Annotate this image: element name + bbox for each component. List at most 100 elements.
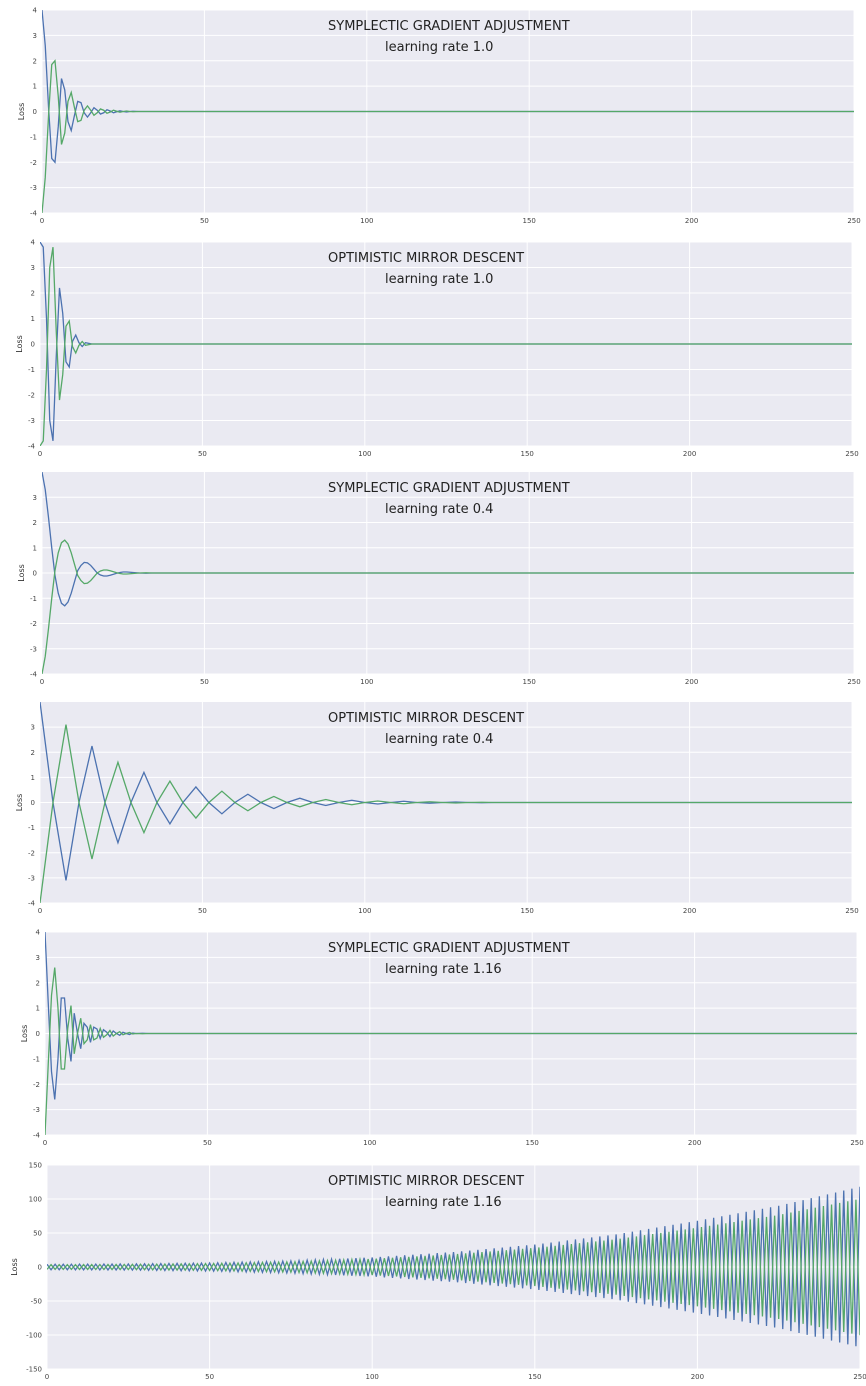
x-tick-label: 200	[683, 907, 696, 915]
x-tick-label: 200	[685, 678, 698, 686]
y-tick-label: 50	[33, 1230, 42, 1238]
y-axis-label: Loss	[10, 1258, 19, 1276]
x-tick-label: 250	[845, 450, 858, 458]
chart-panel-3: 0 50 100 150 200 250 -4 -3 -2 -1 0 1 2 3 Loss SYMPLECTI…	[17, 472, 861, 686]
y-tick-label: 0	[31, 341, 35, 349]
y-tick-label: 3	[31, 724, 35, 732]
chart-title: SYMPLECTIC GRADIENT ADJUSTMENT	[328, 941, 570, 956]
chart-subtitle: learning rate 0.4	[385, 732, 493, 747]
x-tick-label: 100	[366, 1373, 379, 1381]
x-tick-label: 250	[847, 217, 860, 225]
x-tick-label: 150	[521, 450, 534, 458]
y-tick-label: -2	[30, 159, 37, 167]
x-tick-label: 0	[40, 678, 44, 686]
series-line-green	[40, 246, 852, 446]
y-tick-label: 3	[31, 264, 35, 272]
y-tick-label: 0	[36, 1030, 40, 1038]
y-tick-label: 0	[38, 1264, 42, 1272]
chart-panel-4: 0 50 100 150 200 250 -4 -3 -2 -1 0 1 2 3 Loss OPTIMISTI…	[15, 702, 859, 915]
chart-subtitle: learning rate 1.16	[385, 1195, 502, 1210]
x-tick-label: 0	[40, 217, 44, 225]
x-tick-label: 100	[360, 217, 373, 225]
x-tick-label: 0	[38, 907, 42, 915]
x-tick-label: 150	[526, 1139, 539, 1147]
chart-subtitle: learning rate 1.16	[385, 962, 502, 977]
y-tick-label: 4	[33, 7, 38, 15]
chart-subtitle: learning rate 1.0	[385, 40, 493, 55]
y-tick-label: -100	[26, 1332, 42, 1340]
y-axis-label: Loss	[17, 103, 26, 121]
chart-panel-6: 0 50 100 150 200 250 -150 -100 -50 0 50 100 150 Loss O…	[10, 1162, 866, 1382]
y-tick-label: -3	[28, 874, 35, 882]
y-tick-label: -2	[28, 392, 35, 400]
y-tick-label: 2	[31, 290, 35, 298]
y-tick-label: 1	[36, 1005, 40, 1013]
series-line-green	[40, 724, 852, 903]
x-tick-label: 50	[198, 450, 207, 458]
x-tick-label: 150	[521, 907, 534, 915]
chart-subtitle: learning rate 0.4	[385, 502, 493, 517]
x-tick-label: 250	[845, 907, 858, 915]
chart-panel-5: 0 50 100 150 200 250 -4 -3 -2 -1 0 1 2 3 4 Loss SYMPLECT…	[20, 929, 864, 1148]
y-tick-label: -4	[28, 900, 36, 908]
x-tick-label: 250	[847, 678, 860, 686]
x-tick-label: 200	[688, 1139, 701, 1147]
chart-title: SYMPLECTIC GRADIENT ADJUSTMENT	[328, 19, 570, 34]
y-tick-label: 2	[31, 749, 35, 757]
y-tick-label: 2	[33, 519, 37, 527]
x-tick-label: 0	[38, 450, 42, 458]
y-axis-label: Loss	[20, 1025, 29, 1043]
x-tick-label: 150	[528, 1373, 541, 1381]
y-tick-label: -4	[30, 671, 38, 679]
x-tick-label: 200	[683, 450, 696, 458]
y-tick-label: -4	[30, 210, 38, 218]
x-tick-label: 50	[200, 217, 209, 225]
y-axis-label: Loss	[17, 564, 26, 582]
y-axis-label: Loss	[15, 794, 24, 812]
chart-title: OPTIMISTIC MIRROR DESCENT	[328, 711, 524, 726]
series-line-green	[42, 59, 854, 213]
y-tick-label: 2	[33, 57, 37, 65]
x-tick-label: 150	[523, 217, 536, 225]
chart-title: OPTIMISTIC MIRROR DESCENT	[328, 1174, 524, 1189]
y-tick-label: -2	[28, 849, 35, 857]
x-tick-label: 200	[691, 1373, 704, 1381]
x-tick-label: 250	[850, 1139, 863, 1147]
y-tick-label: 1	[33, 544, 37, 552]
y-axis-label: Loss	[15, 335, 24, 353]
chart-panel-1: 0 50 100 150 200 250 -4 -3 -2 -1 0 1 2 3 4 Loss SYMPLECT…	[17, 7, 861, 226]
y-tick-label: -1	[30, 133, 37, 141]
y-tick-label: -2	[30, 620, 37, 628]
y-tick-label: -50	[31, 1298, 42, 1306]
y-tick-label: 2	[36, 979, 40, 987]
series-line-green	[42, 539, 854, 674]
series-line-green	[47, 1199, 860, 1336]
y-tick-label: -2	[33, 1081, 40, 1089]
y-tick-label: 3	[33, 494, 37, 502]
y-tick-label: 150	[29, 1162, 42, 1170]
y-tick-label: 1	[31, 315, 35, 323]
y-tick-label: -1	[33, 1055, 40, 1063]
x-tick-label: 50	[198, 907, 207, 915]
y-tick-label: 1	[33, 83, 37, 91]
y-tick-label: -3	[28, 417, 35, 425]
chart-title: OPTIMISTIC MIRROR DESCENT	[328, 251, 524, 266]
y-tick-label: -1	[28, 824, 35, 832]
chart-panel-2: 0 50 100 150 200 250 -4 -3 -2 -1 0 1 2 3 4 Loss OPTIMIST…	[15, 239, 859, 459]
y-tick-label: 4	[36, 929, 41, 937]
x-tick-label: 100	[358, 450, 371, 458]
y-tick-label: 0	[31, 799, 35, 807]
y-tick-label: -3	[33, 1106, 40, 1114]
chart-title: SYMPLECTIC GRADIENT ADJUSTMENT	[328, 481, 570, 496]
y-tick-label: -3	[30, 645, 37, 653]
x-tick-label: 0	[43, 1139, 47, 1147]
y-tick-label: 3	[33, 32, 37, 40]
x-tick-label: 150	[523, 678, 536, 686]
y-tick-label: 0	[33, 108, 37, 116]
x-tick-label: 50	[203, 1139, 212, 1147]
y-tick-label: -3	[30, 184, 37, 192]
y-tick-label: -150	[26, 1366, 42, 1374]
series-line-blue	[47, 1186, 860, 1347]
series-line-green	[45, 967, 857, 1135]
